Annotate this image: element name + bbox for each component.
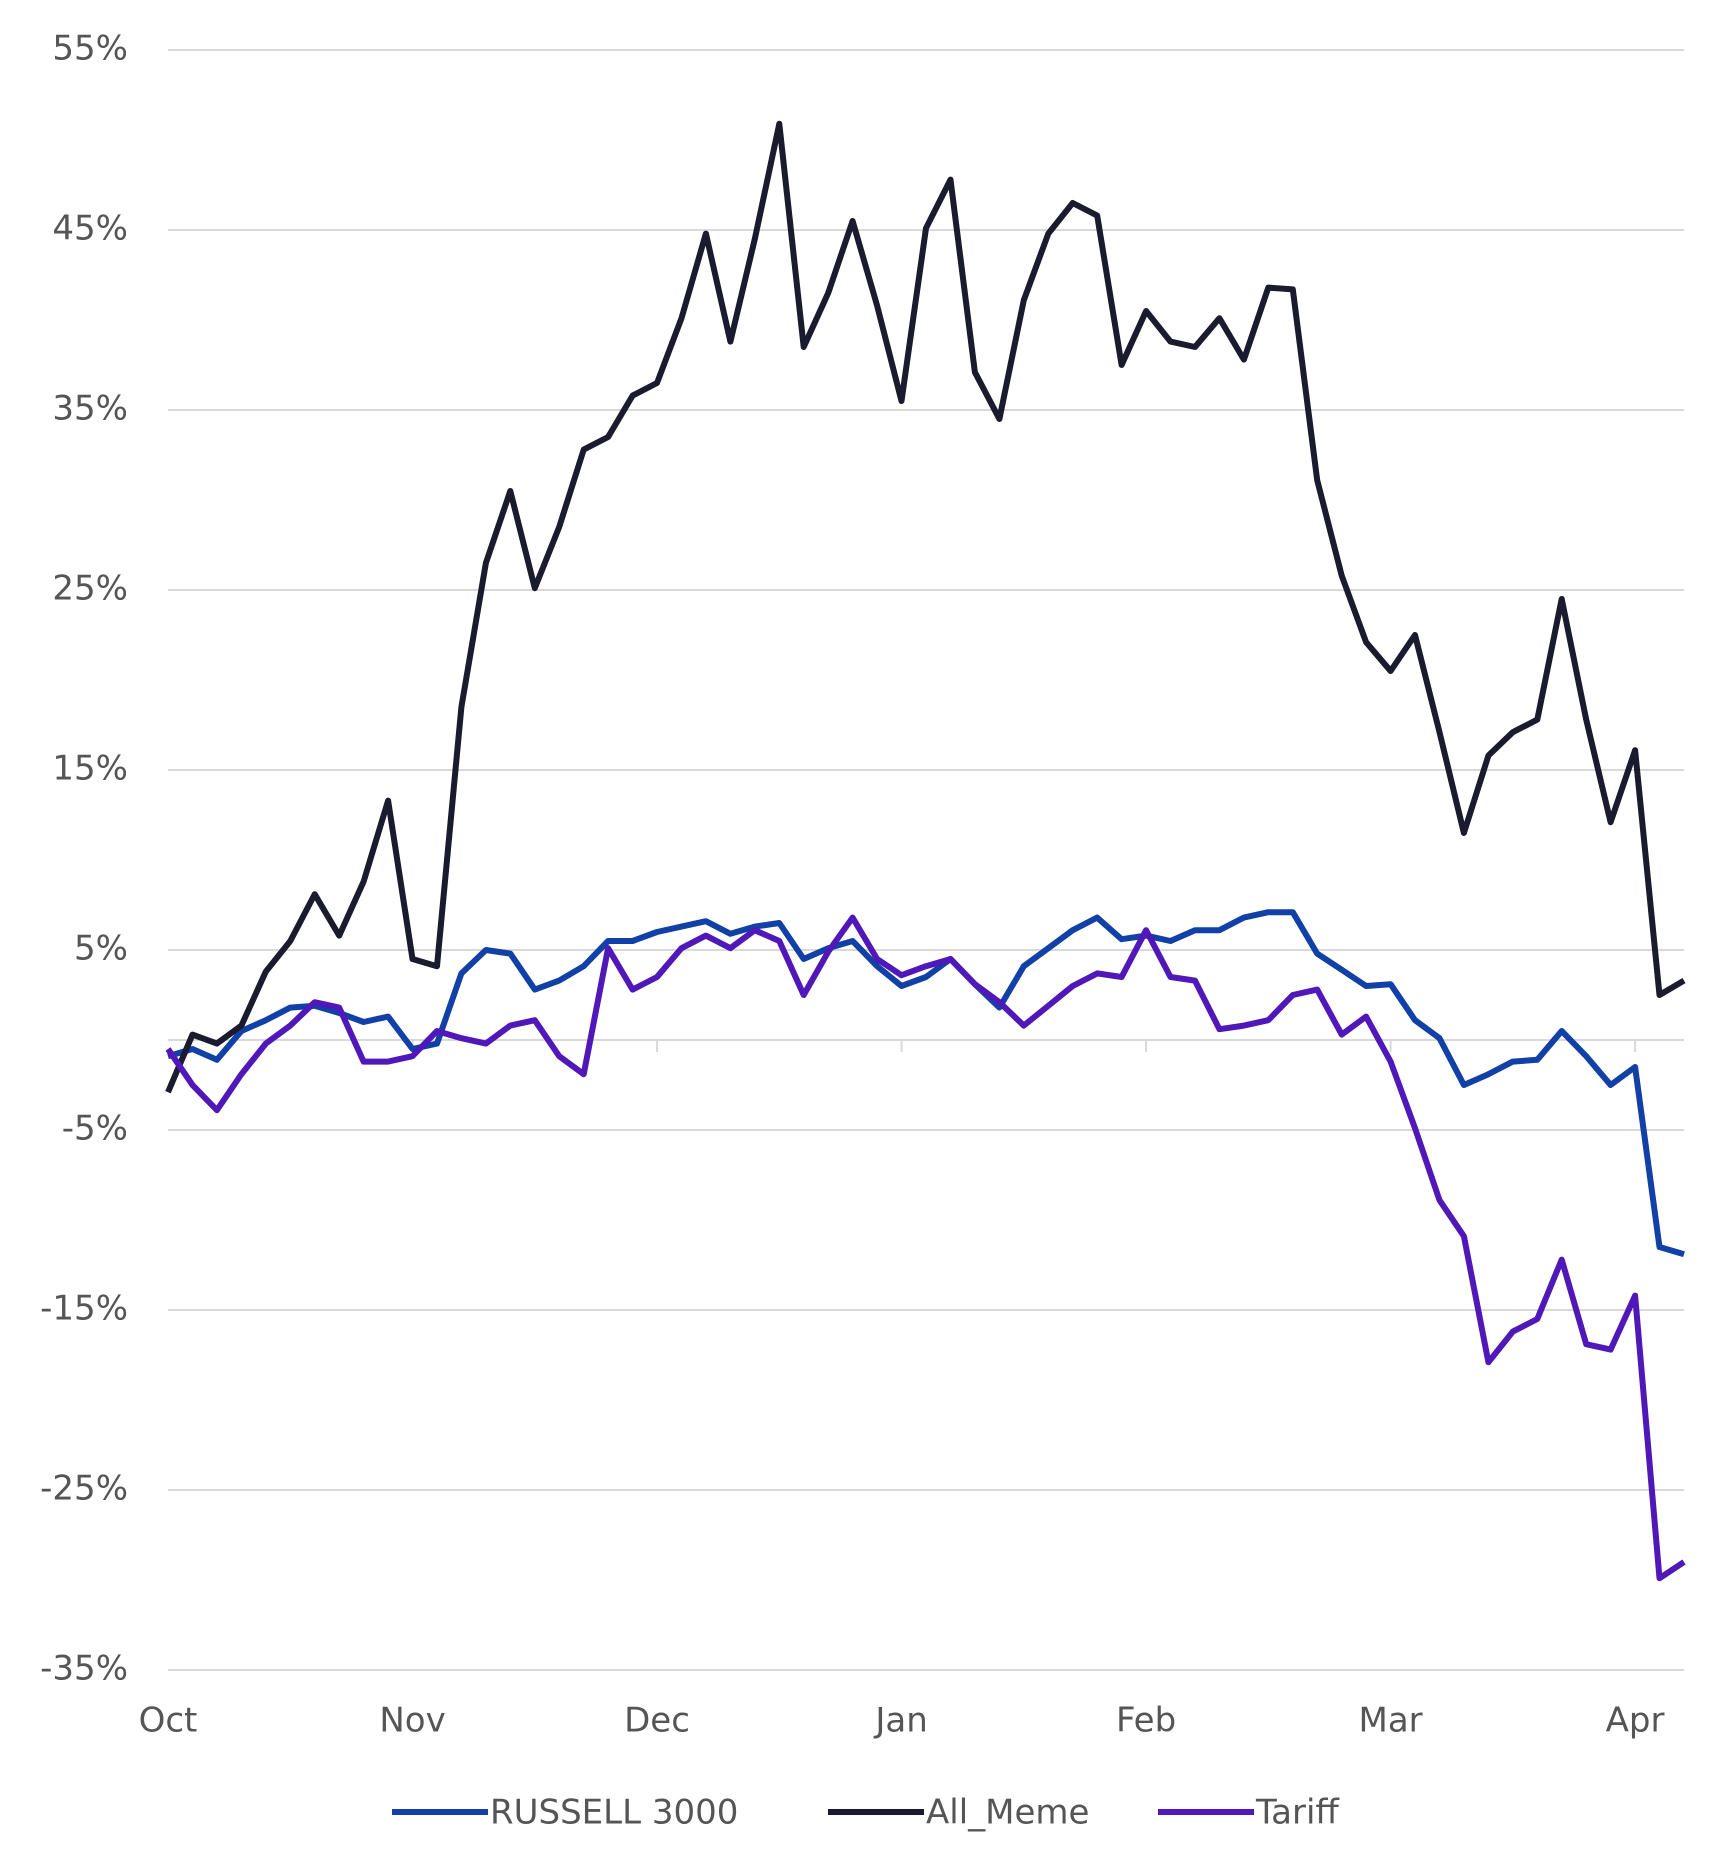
x-tick-label: Nov — [379, 1701, 445, 1741]
x-tick-label: Mar — [1359, 1701, 1423, 1741]
y-tick-label: -35% — [40, 1649, 128, 1689]
series-line — [165, 914, 1686, 1582]
x-tick-label: Apr — [1606, 1701, 1665, 1741]
y-tick-label: 45% — [52, 209, 128, 249]
y-tick-label: -25% — [40, 1469, 128, 1509]
y-tick-label: -5% — [62, 1109, 128, 1149]
y-tick-label: 55% — [52, 29, 128, 69]
legend-label: All_Meme — [926, 1793, 1089, 1833]
x-tick-label: Feb — [1116, 1701, 1176, 1741]
x-tick-label: Jan — [873, 1701, 927, 1741]
series-line — [165, 120, 1686, 1094]
y-tick-label: 5% — [74, 929, 128, 969]
x-tick-label: Dec — [624, 1701, 690, 1741]
y-tick-label: 15% — [52, 749, 128, 789]
legend-label: RUSSELL 3000 — [490, 1793, 738, 1833]
y-tick-label: 35% — [52, 389, 128, 429]
y-tick-label: -15% — [40, 1289, 128, 1329]
x-tick-label: Oct — [139, 1701, 198, 1741]
y-tick-label: 25% — [52, 569, 128, 609]
legend-label: Tariff — [1255, 1793, 1340, 1833]
